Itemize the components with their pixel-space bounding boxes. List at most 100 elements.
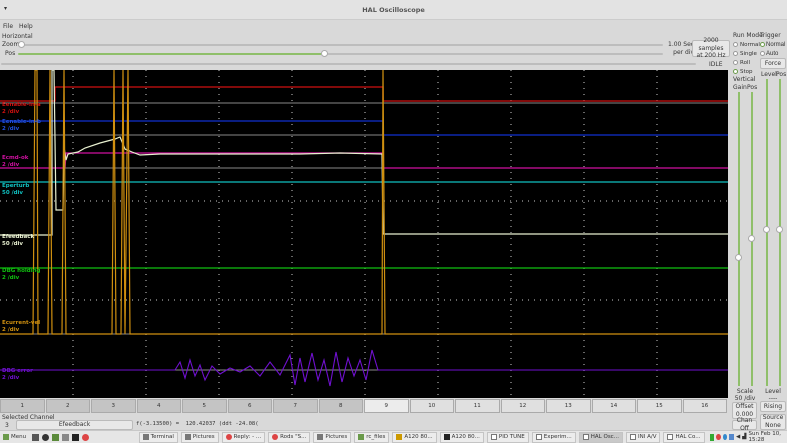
- task-pictures[interactable]: Pictures: [180, 431, 219, 443]
- channel-6-scale: 2 /div: [2, 275, 20, 281]
- task-pid-tune[interactable]: PID TUNE: [486, 431, 529, 443]
- task-rods[interactable]: Rods "S...: [268, 431, 311, 443]
- terminal-green-icon[interactable]: [52, 433, 60, 441]
- gain-slider-knob[interactable]: [735, 254, 742, 261]
- task-reply[interactable]: Reply: - ...: [221, 431, 266, 443]
- task-terminal[interactable]: Terminal: [138, 431, 178, 443]
- channel-button-7[interactable]: 7: [273, 399, 318, 413]
- signal-icon[interactable]: ▟: [742, 434, 747, 440]
- channel-button-12[interactable]: 12: [500, 399, 545, 413]
- task-ini-av[interactable]: INI A/V: [625, 431, 661, 443]
- task-label: A120 80...: [404, 434, 433, 440]
- channel-3-label: Ecmd-ok 2 /div: [2, 155, 28, 169]
- channel-button-5[interactable]: 5: [182, 399, 227, 413]
- zoom-slider-knob[interactable]: [18, 41, 25, 48]
- channel-6-label: DBG holding 2 /div: [2, 268, 40, 282]
- run-mode-roll-label: Roll: [740, 59, 750, 66]
- selected-channel-name-button[interactable]: Efeedback: [16, 420, 133, 430]
- task-rc-files[interactable]: rc_files: [354, 431, 390, 443]
- sample-rate-button[interactable]: 2000 samples at 200 Hz: [692, 37, 730, 59]
- channel-3-name: Ecmd-ok: [2, 155, 29, 161]
- task-label: Reply: - ...: [233, 434, 262, 440]
- channel-7-name: Ecurrent-vel: [2, 320, 41, 326]
- network-icon[interactable]: [729, 434, 735, 440]
- zoom-slider[interactable]: [20, 44, 663, 46]
- tray-chrome-icon[interactable]: [716, 434, 721, 440]
- run-mode-stop[interactable]: Stop: [733, 67, 760, 76]
- trigger-normal[interactable]: Normal: [760, 40, 785, 49]
- start-menu-button[interactable]: Menu: [0, 432, 29, 443]
- channel-button-16[interactable]: 16: [682, 399, 727, 413]
- trace-dbg-error: [0, 349, 728, 387]
- terminal-icon[interactable]: [72, 433, 80, 441]
- folder-icon: [358, 434, 365, 440]
- volume-icon[interactable]: ◀: [736, 434, 741, 440]
- scope-display[interactable]: Eenable-in-a 2 /div Eenable-in-b 2 /div Ec…: [0, 69, 728, 398]
- task-a120-1[interactable]: A120 80...: [392, 431, 437, 443]
- task-pictures-2[interactable]: Pictures: [313, 431, 352, 443]
- source-label: Source: [762, 414, 784, 422]
- window-icon: [490, 434, 497, 440]
- menu-file[interactable]: File: [3, 23, 14, 30]
- channel-button-10[interactable]: 10: [409, 399, 454, 413]
- pos-slider-knob[interactable]: [321, 50, 328, 57]
- channel-button-14[interactable]: 14: [591, 399, 636, 413]
- trigger-level-value: ----: [768, 395, 778, 402]
- terminal-icon: [443, 434, 450, 440]
- tray-update-icon[interactable]: [722, 434, 728, 440]
- channel-2-name: Eenable-in-b: [2, 119, 41, 125]
- channel-button-15[interactable]: 15: [637, 399, 682, 413]
- window-menu-icon[interactable]: ▾: [4, 5, 8, 12]
- taskbar: Menu Terminal Pictures Reply: - ... Rods…: [0, 430, 787, 443]
- menu-help[interactable]: Help: [19, 23, 33, 30]
- app-icon[interactable]: [42, 433, 50, 441]
- tray-app-icon[interactable]: [709, 433, 715, 441]
- channel-button-9[interactable]: 9: [364, 399, 409, 413]
- channel-button-3[interactable]: 3: [91, 399, 136, 413]
- channel-button-13[interactable]: 13: [546, 399, 591, 413]
- trigger-pos-slider-knob[interactable]: [776, 226, 783, 233]
- window-icon: [535, 434, 542, 440]
- run-mode-normal[interactable]: Normal: [733, 40, 760, 49]
- trace-eenable-in-b: [0, 120, 728, 136]
- chan-off-button[interactable]: Chan Off: [732, 417, 757, 432]
- pencil-icon[interactable]: [32, 433, 40, 441]
- trigger-title: Trigger: [760, 32, 781, 39]
- quick-launch: [32, 433, 139, 441]
- trigger-edge-button[interactable]: Rising: [760, 401, 786, 412]
- trigger-auto[interactable]: Auto: [760, 49, 785, 58]
- channel-button-1[interactable]: 1: [0, 399, 45, 413]
- channel-button-2[interactable]: 2: [45, 399, 90, 413]
- gain-slider[interactable]: [738, 92, 740, 386]
- chrome-icon[interactable]: [82, 433, 90, 441]
- run-mode-roll[interactable]: Roll: [733, 58, 760, 67]
- trace-ecmd-ok: [0, 152, 728, 169]
- channel-button-8[interactable]: 8: [318, 399, 363, 413]
- task-experim[interactable]: Experim...: [531, 431, 576, 443]
- trigger-level-readout-label: Level: [765, 388, 781, 395]
- app-icon: [396, 434, 403, 440]
- per-div-label: per div: [673, 49, 695, 56]
- offset-button[interactable]: Offset 0.000: [732, 402, 757, 419]
- files-icon[interactable]: [62, 433, 70, 441]
- clock[interactable]: Sun Feb 10, 15:28: [748, 431, 781, 443]
- trigger-level-slider-knob[interactable]: [763, 226, 770, 233]
- task-label: HAL Co...: [675, 434, 701, 440]
- task-a120-2[interactable]: A120 80...: [439, 431, 484, 443]
- vertical-pos-slider-knob[interactable]: [748, 235, 755, 242]
- channel-4-name: Eperturb: [2, 183, 30, 189]
- channel-button-11[interactable]: 11: [455, 399, 500, 413]
- offset-label: Offset: [735, 402, 754, 410]
- window-icon: [629, 434, 636, 440]
- force-button[interactable]: Force: [760, 58, 786, 69]
- horizontal-section-label: Horizontal: [2, 33, 33, 40]
- task-hal-co[interactable]: HAL Co...: [663, 431, 705, 443]
- run-mode-single[interactable]: Single: [733, 49, 760, 58]
- task-hal-osc[interactable]: HAL Osc...: [578, 431, 623, 443]
- trigger-pos-label: Pos: [776, 71, 787, 78]
- channel-button-4[interactable]: 4: [136, 399, 181, 413]
- trigger-source-button[interactable]: Source None: [760, 414, 786, 430]
- scale-value: 50 /div: [734, 395, 756, 402]
- pos-slider[interactable]: [18, 53, 663, 55]
- channel-button-6[interactable]: 6: [227, 399, 272, 413]
